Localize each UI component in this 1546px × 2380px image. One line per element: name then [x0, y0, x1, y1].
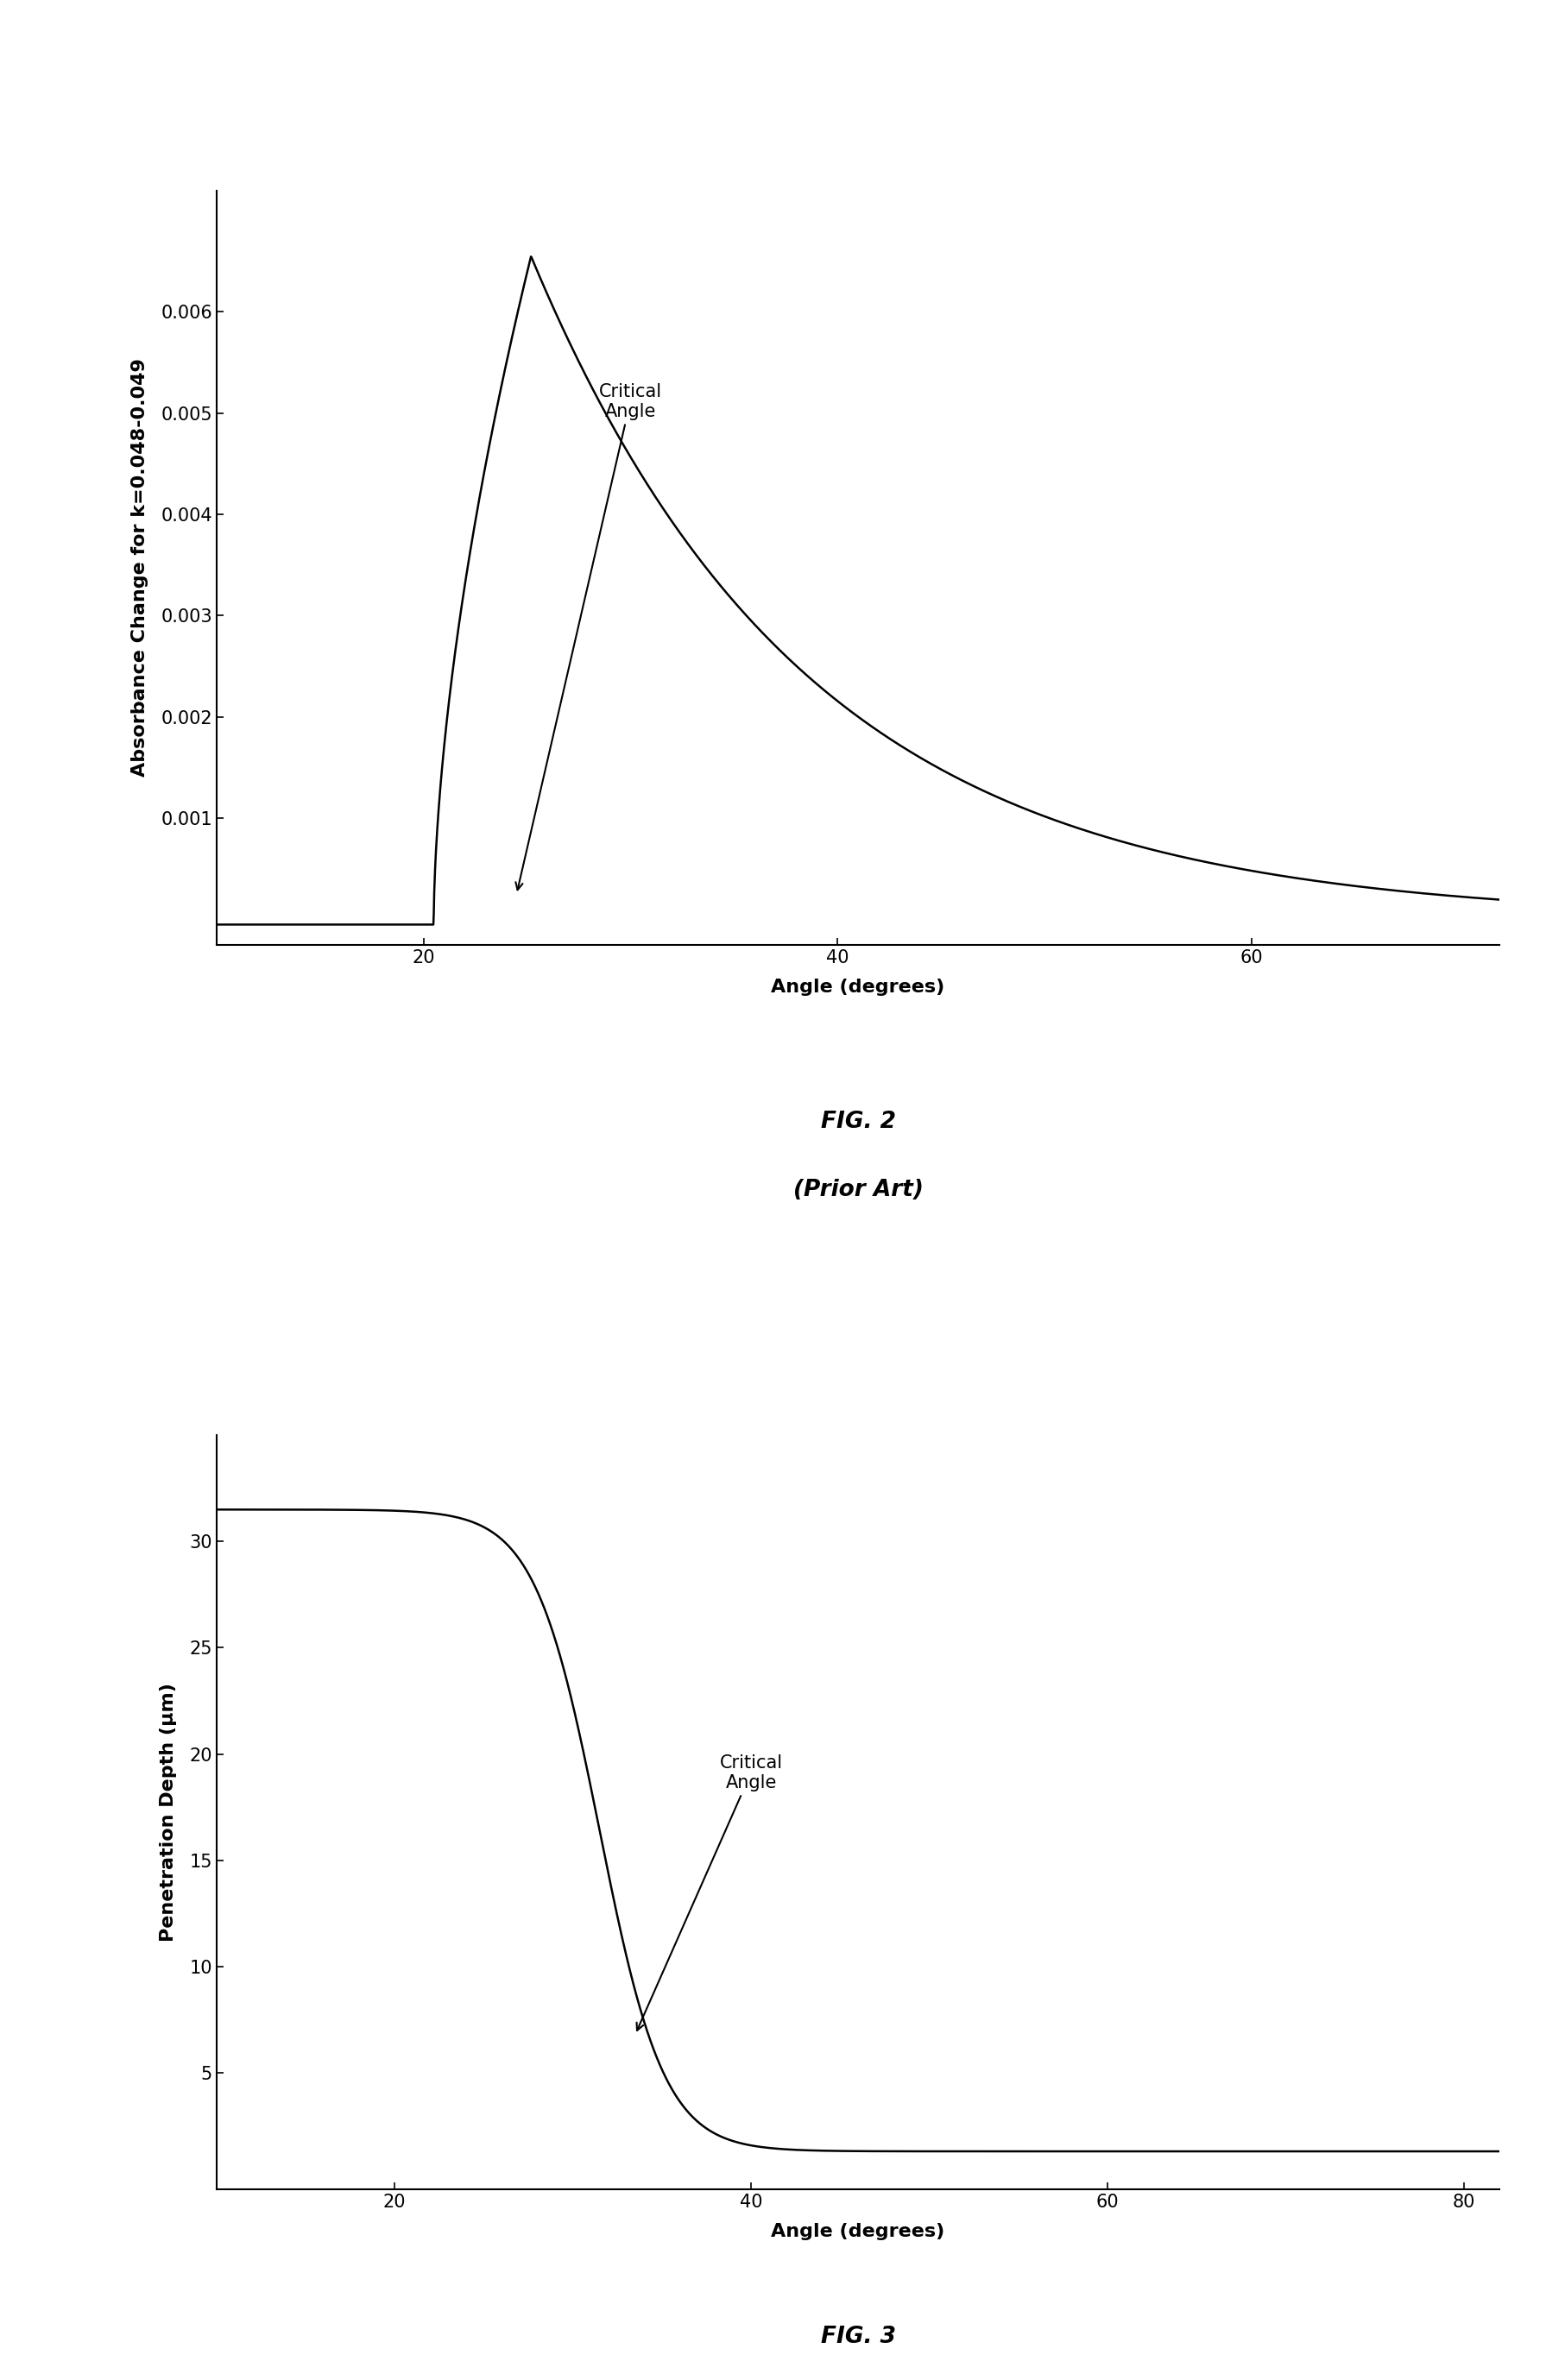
- Text: Critical
Angle: Critical Angle: [516, 383, 662, 890]
- Text: (Prior Art): (Prior Art): [793, 1178, 923, 1202]
- Text: FIG. 3: FIG. 3: [821, 2325, 895, 2347]
- Y-axis label: Absorbance Change for k=0.048-0.049: Absorbance Change for k=0.048-0.049: [131, 359, 148, 776]
- X-axis label: Angle (degrees): Angle (degrees): [771, 978, 945, 995]
- Y-axis label: Penetration Depth (μm): Penetration Depth (μm): [161, 1683, 178, 1942]
- Text: Critical
Angle: Critical Angle: [637, 1754, 782, 2030]
- Text: FIG. 2: FIG. 2: [821, 1111, 895, 1133]
- X-axis label: Angle (degrees): Angle (degrees): [771, 2223, 945, 2240]
